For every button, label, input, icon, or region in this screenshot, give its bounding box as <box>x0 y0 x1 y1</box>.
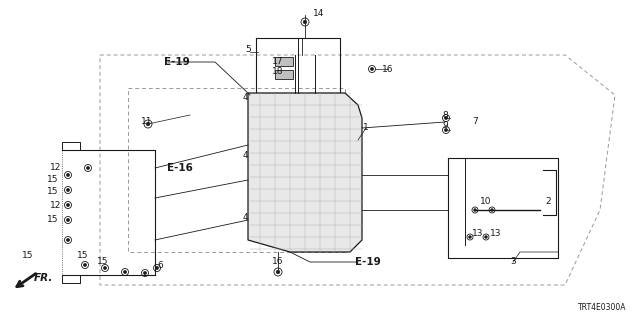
Bar <box>275 57 293 66</box>
Text: 6: 6 <box>157 261 163 270</box>
Text: FR.: FR. <box>34 273 53 283</box>
Circle shape <box>303 20 307 24</box>
Text: 13: 13 <box>490 229 502 238</box>
Circle shape <box>67 238 70 242</box>
Text: 7: 7 <box>472 117 477 126</box>
Text: 4: 4 <box>243 213 248 222</box>
Circle shape <box>474 209 476 211</box>
Text: E-19: E-19 <box>164 57 189 67</box>
Text: E-16: E-16 <box>167 163 193 173</box>
Text: 12: 12 <box>50 164 61 172</box>
Text: TRT4E0300A: TRT4E0300A <box>578 303 627 313</box>
Circle shape <box>484 236 487 238</box>
Circle shape <box>67 204 70 207</box>
Text: 18: 18 <box>272 68 284 76</box>
Text: 13: 13 <box>472 229 483 238</box>
Text: 16: 16 <box>272 257 284 266</box>
Circle shape <box>104 267 107 269</box>
Bar <box>275 70 293 79</box>
Text: 16: 16 <box>382 65 394 74</box>
Text: 4: 4 <box>243 150 248 159</box>
Text: 2: 2 <box>545 197 550 206</box>
Text: 9: 9 <box>442 122 448 131</box>
Text: 15: 15 <box>97 257 109 266</box>
Circle shape <box>491 209 493 211</box>
Circle shape <box>468 236 471 238</box>
Circle shape <box>371 68 374 71</box>
Circle shape <box>156 267 159 269</box>
Text: 8: 8 <box>442 110 448 119</box>
Polygon shape <box>248 93 362 252</box>
Text: 5: 5 <box>245 45 251 54</box>
Text: 11: 11 <box>141 117 152 126</box>
Text: 15: 15 <box>22 251 33 260</box>
Text: 12: 12 <box>50 201 61 210</box>
Circle shape <box>86 166 90 170</box>
Text: 15: 15 <box>77 251 88 260</box>
Circle shape <box>146 122 150 126</box>
Circle shape <box>276 270 280 274</box>
Text: 15: 15 <box>47 188 58 196</box>
Text: 4: 4 <box>243 93 248 102</box>
Text: 15: 15 <box>47 215 58 225</box>
Circle shape <box>143 271 147 275</box>
Text: 1: 1 <box>363 124 369 132</box>
Text: 10: 10 <box>480 197 492 206</box>
Circle shape <box>124 270 127 274</box>
Circle shape <box>67 188 70 192</box>
Text: 3: 3 <box>510 258 516 267</box>
Circle shape <box>444 116 447 120</box>
Text: 14: 14 <box>313 10 324 19</box>
Circle shape <box>67 173 70 177</box>
Text: 17: 17 <box>272 57 284 66</box>
Circle shape <box>67 219 70 221</box>
Text: 15: 15 <box>47 175 58 185</box>
Text: E-19: E-19 <box>355 257 381 267</box>
Circle shape <box>83 263 86 267</box>
Circle shape <box>444 128 447 132</box>
